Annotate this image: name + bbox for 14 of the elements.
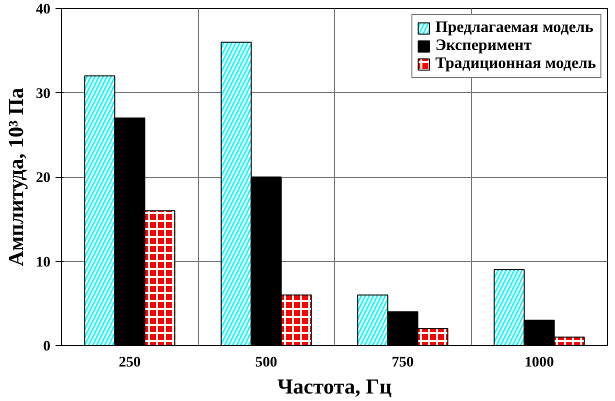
legend-label: Традиционная модель [435, 55, 596, 73]
y-axis-title: Амплитуда, 10³ Па [4, 87, 28, 266]
x-tick-label: 750 [392, 354, 414, 370]
y-tick-label: 40 [36, 2, 50, 18]
x-tick-label: 250 [118, 354, 141, 370]
x-axis-title: Частота, Гц [277, 374, 392, 398]
y-tick-label: 20 [36, 170, 50, 186]
y-tick-label: 0 [43, 338, 50, 354]
x-tick-label: 500 [255, 354, 278, 370]
legend-label: Эксперимент [435, 37, 532, 55]
y-tick-label: 30 [36, 86, 50, 102]
legend-label: Предлагаемая модель [435, 19, 594, 37]
y-tick-label: 10 [36, 254, 50, 270]
x-tick-label: 1000 [524, 354, 554, 370]
